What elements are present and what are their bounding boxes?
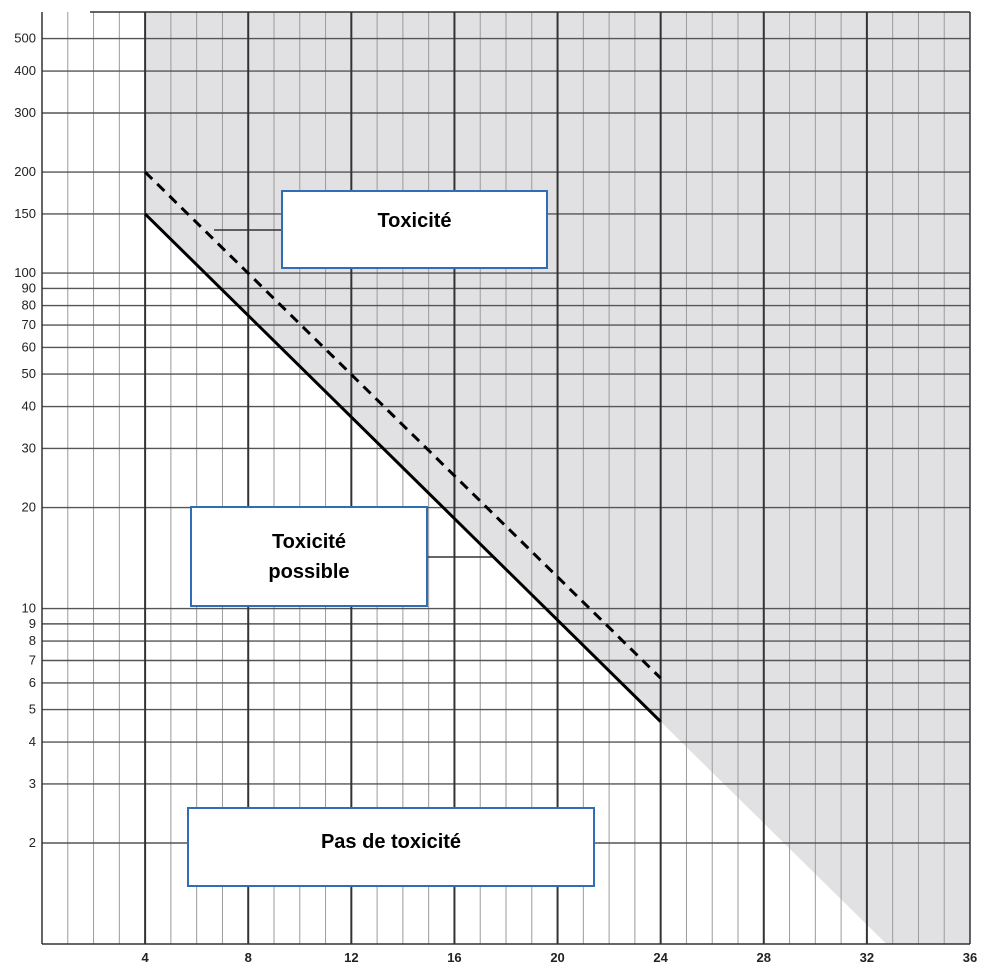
y-tick-label: 50	[22, 366, 36, 381]
label-toxicite-text: Toxicité	[377, 209, 452, 232]
label-toxicite-possible: Toxicité possible	[190, 506, 428, 607]
axes	[41, 11, 971, 945]
minor-grid	[67, 12, 945, 944]
x-tick-labels: 4 8 12 16 20 24 28 32 36	[141, 950, 977, 965]
possible-toxicity-line	[144, 212, 662, 723]
x-tick-label: 28	[757, 950, 771, 965]
x-tick-label: 20	[550, 950, 564, 965]
y-tick-label: 10	[22, 601, 36, 616]
y-tick-label: 8	[29, 633, 36, 648]
toxicity-threshold-line	[144, 170, 662, 680]
x-tick-label: 4	[141, 950, 149, 965]
y-tick-label: 30	[22, 440, 36, 455]
x-tick-label: 36	[963, 950, 977, 965]
label-toxicite: Toxicité	[281, 190, 548, 269]
y-tick-label: 20	[22, 500, 36, 515]
label-pas-de-toxicite-text: Pas de toxicité	[320, 831, 462, 853]
y-tick-label: 100	[14, 265, 36, 280]
y-tick-label: 4	[29, 734, 36, 749]
y-tick-label: 200	[14, 164, 36, 179]
y-tick-label: 60	[22, 339, 36, 354]
y-tick-label: 6	[29, 675, 36, 690]
label-toxicite-possible-line2: possible	[268, 560, 350, 583]
y-tick-label: 3	[29, 776, 36, 791]
y-tick-label: 2	[29, 835, 36, 850]
label-pas-de-toxicite: Pas de toxicité	[187, 807, 595, 887]
y-tick-label: 400	[14, 63, 36, 78]
y-tick-label: 500	[14, 31, 36, 46]
series-lines	[144, 170, 662, 723]
leader-lines	[214, 229, 492, 558]
y-tick-label: 300	[14, 105, 36, 120]
x-tick-label: 12	[344, 950, 358, 965]
y-tick-label: 9	[29, 616, 36, 631]
y-tick-label: 80	[22, 298, 36, 313]
y-tick-label: 40	[22, 399, 36, 414]
label-toxicite-possible-line1: Toxicité	[271, 530, 347, 553]
y-tick-label: 150	[14, 206, 36, 221]
x-tick-label: 8	[245, 950, 252, 965]
y-tick-label: 90	[22, 280, 36, 295]
x-tick-label: 32	[860, 950, 874, 965]
x-tick-label: 24	[653, 950, 668, 965]
y-tick-label: 5	[29, 702, 36, 717]
y-tick-label: 7	[29, 652, 36, 667]
x-tick-label: 16	[447, 950, 461, 965]
y-tick-label: 70	[22, 317, 36, 332]
